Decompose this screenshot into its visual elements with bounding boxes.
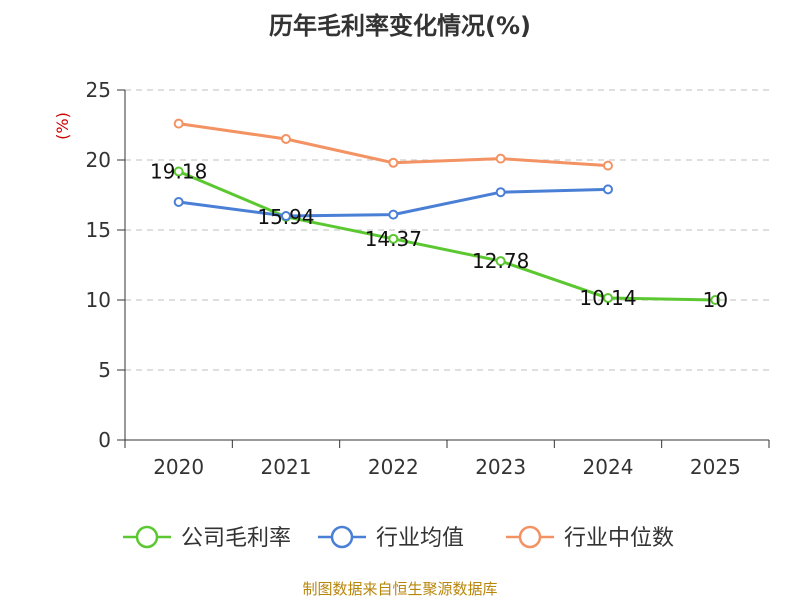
- y-tick-label: 0: [98, 428, 111, 452]
- x-tick-label: 2020: [153, 455, 204, 479]
- data-label: 10.14: [579, 286, 636, 310]
- legend-label: 行业中位数: [564, 526, 674, 551]
- x-tick-label: 2022: [368, 455, 419, 479]
- y-tick-label: 15: [86, 218, 111, 242]
- data-point: [281, 134, 291, 144]
- source-footer: 制图数据来自恒生聚源数据库: [302, 580, 498, 598]
- legend-swatch-marker: [330, 525, 354, 549]
- grid-lines: [125, 89, 769, 371]
- y-tick-label: 25: [86, 78, 111, 102]
- data-point: [173, 197, 184, 207]
- y-tick-label: 10: [86, 288, 111, 312]
- data-label: 12.78: [472, 249, 529, 273]
- legend-label: 公司毛利率: [181, 526, 291, 551]
- x-tick-label: 2025: [690, 455, 741, 479]
- x-tick-label: 2021: [261, 455, 312, 479]
- data-point: [710, 295, 721, 305]
- series-lines: [173, 118, 721, 305]
- chart-title: 历年毛利率变化情况(%): [269, 12, 531, 40]
- legend: 公司毛利率 行业均值 行业中位数: [123, 525, 674, 551]
- data-label: 10: [703, 288, 728, 312]
- data-point: [495, 187, 506, 198]
- data-point: [495, 256, 506, 267]
- y-tick-label: 20: [86, 148, 111, 172]
- data-point: [388, 209, 399, 220]
- legend-swatch-marker: [518, 525, 542, 549]
- series-line-1: [178, 170, 716, 302]
- data-label: 15.94: [257, 205, 314, 229]
- data-point: [173, 166, 184, 177]
- y-axis-unit-label: (%): [53, 112, 72, 140]
- legend-swatch-marker: [135, 525, 159, 549]
- x-tick-label: 2024: [583, 455, 634, 479]
- data-point: [281, 211, 291, 221]
- data-point: [603, 184, 613, 195]
- data-point: [603, 293, 613, 304]
- data-point: [603, 160, 613, 171]
- legend-label: 行业均值: [376, 526, 464, 551]
- y-tick-label: 5: [98, 358, 111, 382]
- x-tick-label: 2023: [475, 455, 526, 479]
- data-point: [388, 233, 399, 244]
- data-point: [388, 157, 399, 168]
- data-label: 19.18: [150, 159, 207, 183]
- data-point: [173, 118, 184, 129]
- data-label: 14.37: [365, 227, 422, 251]
- data-point: [495, 153, 506, 164]
- data-labels: 19.18 15.94 14.37 12.78 10.14 10: [150, 159, 728, 312]
